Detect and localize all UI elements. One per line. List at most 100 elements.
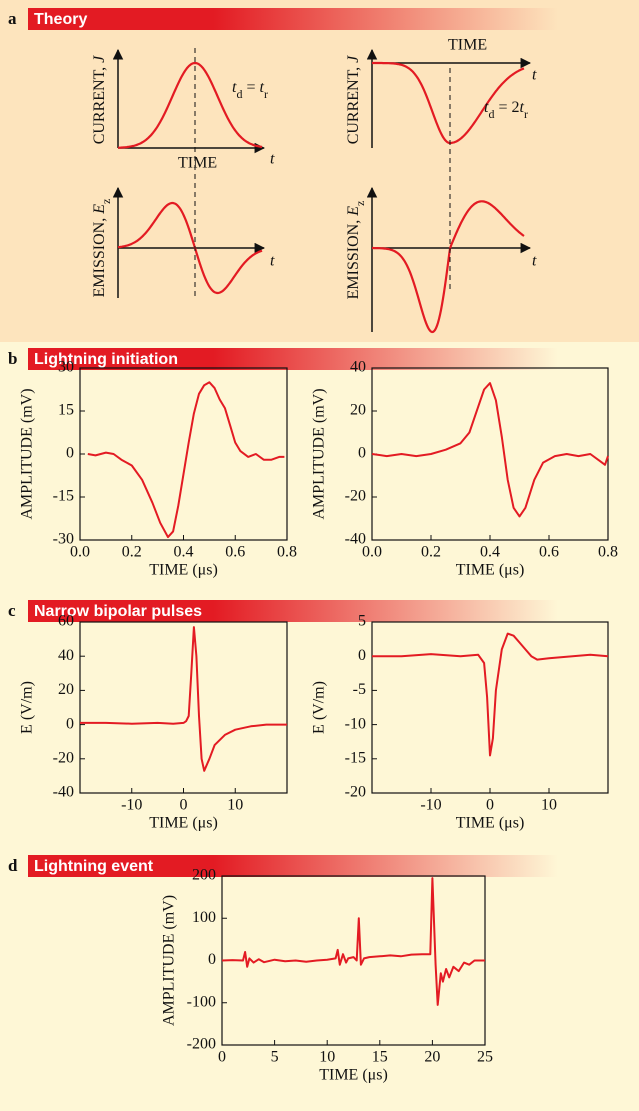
y-axis-label: AMPLITUDE (mV)	[19, 388, 36, 519]
y-tick-label: -10	[345, 715, 366, 732]
label-part: d	[488, 107, 494, 121]
x-tick-label: 0.2	[421, 544, 441, 561]
x-tick-label: 10	[541, 797, 557, 814]
x-tick-label: 10	[319, 1049, 335, 1066]
x-tick-label: 0.6	[225, 544, 245, 561]
header-bar	[28, 855, 558, 877]
y-axis-label: AMPLITUDE (mV)	[311, 388, 328, 519]
label: CURRENT, J	[91, 55, 108, 144]
label-part: t	[259, 79, 264, 96]
x-label: TIME	[448, 37, 487, 54]
y-tick-label: -5	[353, 681, 366, 698]
y-tick-label: -40	[345, 531, 366, 548]
x-axis-label: TIME (μs)	[456, 815, 525, 832]
label: CURRENT, J	[345, 55, 362, 144]
curve	[117, 201, 263, 295]
x-tick-label: 5	[271, 1049, 279, 1066]
data-line	[80, 626, 287, 772]
y-tick-label: -200	[187, 1036, 216, 1053]
x-label: TIME	[178, 155, 217, 172]
label: td = tr	[232, 79, 268, 101]
label-part: z	[99, 199, 113, 204]
x-axis-label: TIME (μs)	[319, 1067, 388, 1084]
y-tick-label: 60	[58, 613, 74, 630]
label-part: EMISSION,	[345, 216, 362, 300]
label-part: =	[242, 79, 259, 96]
y-tick-label: 0	[66, 715, 74, 732]
x-tick-label: -10	[420, 797, 441, 814]
label-part: J	[345, 55, 362, 63]
panel-label: b	[8, 349, 17, 368]
label-part: z	[353, 201, 367, 206]
y-tick-label: 5	[358, 613, 366, 630]
y-tick-label: 200	[192, 867, 216, 884]
y-axis-label: AMPLITUDE (mV)	[161, 895, 178, 1026]
label: EMISSION, Ez	[345, 201, 367, 300]
label-part: CURRENT,	[91, 63, 108, 144]
curve	[118, 61, 263, 149]
label-part: r	[264, 87, 268, 101]
data-line	[221, 877, 485, 1006]
label-part: d	[236, 87, 242, 101]
y-tick-label: -40	[53, 784, 74, 801]
x-axis-label: TIME (μs)	[456, 562, 525, 579]
axis-t: t	[270, 151, 275, 168]
header-bar	[28, 348, 558, 370]
x-tick-label: 15	[372, 1049, 388, 1066]
y-axis-label: E (V/m)	[311, 681, 328, 734]
panel-title: Theory	[34, 11, 87, 28]
panel-title: Lightning initiation	[34, 351, 178, 368]
y-tick-label: 30	[58, 359, 74, 376]
label-part: t	[519, 99, 524, 116]
data-line	[371, 382, 609, 518]
header-bar	[28, 600, 558, 622]
label-part: = 2	[494, 99, 519, 116]
y-tick-label: -100	[187, 993, 216, 1010]
panel-label: d	[8, 856, 18, 875]
label-part: CURRENT,	[345, 63, 362, 144]
panel-label: c	[8, 601, 16, 620]
data-line	[372, 632, 609, 757]
label-part: t	[484, 99, 489, 116]
panel-bg	[0, 342, 639, 1111]
y-tick-label: -30	[53, 531, 74, 548]
panel-label: a	[8, 9, 17, 28]
y-axis-label: E (V/m)	[19, 681, 36, 734]
x-tick-label: 10	[227, 797, 243, 814]
axis-t: t	[270, 253, 275, 270]
y-tick-label: 0	[358, 647, 366, 664]
label-part: r	[524, 107, 528, 121]
x-tick-label: 0.4	[174, 544, 194, 561]
y-tick-label: -20	[345, 488, 366, 505]
y-tick-label: 40	[58, 647, 74, 664]
x-tick-label: 0.2	[122, 544, 142, 561]
x-tick-label: 0.4	[480, 544, 500, 561]
label-part: J	[91, 55, 108, 63]
x-tick-label: -10	[121, 797, 142, 814]
axis-t: t	[532, 253, 537, 270]
x-tick-label: 0.0	[70, 544, 90, 561]
x-tick-label: 0.8	[598, 544, 618, 561]
y-tick-label: 0	[208, 951, 216, 968]
x-tick-label: 0.8	[277, 544, 297, 561]
curve	[372, 61, 525, 145]
y-tick-label: 0	[66, 445, 74, 462]
y-tick-label: -15	[53, 488, 74, 505]
y-tick-label: 100	[192, 909, 216, 926]
y-tick-label: -20	[345, 784, 366, 801]
x-tick-label: 0	[218, 1049, 226, 1066]
y-tick-label: -20	[53, 749, 74, 766]
x-tick-label: 0	[180, 797, 188, 814]
panel-title: Narrow bipolar pulses	[34, 603, 202, 620]
label-part: E	[91, 204, 108, 215]
x-axis-label: TIME (μs)	[149, 562, 218, 579]
header-bar	[28, 8, 558, 30]
x-tick-label: 25	[477, 1049, 493, 1066]
label: EMISSION, Ez	[91, 199, 113, 298]
label-part: E	[345, 206, 362, 217]
axis-t: t	[532, 67, 537, 84]
curve	[372, 200, 525, 334]
label-part: t	[232, 79, 237, 96]
x-tick-label: 0.0	[362, 544, 382, 561]
